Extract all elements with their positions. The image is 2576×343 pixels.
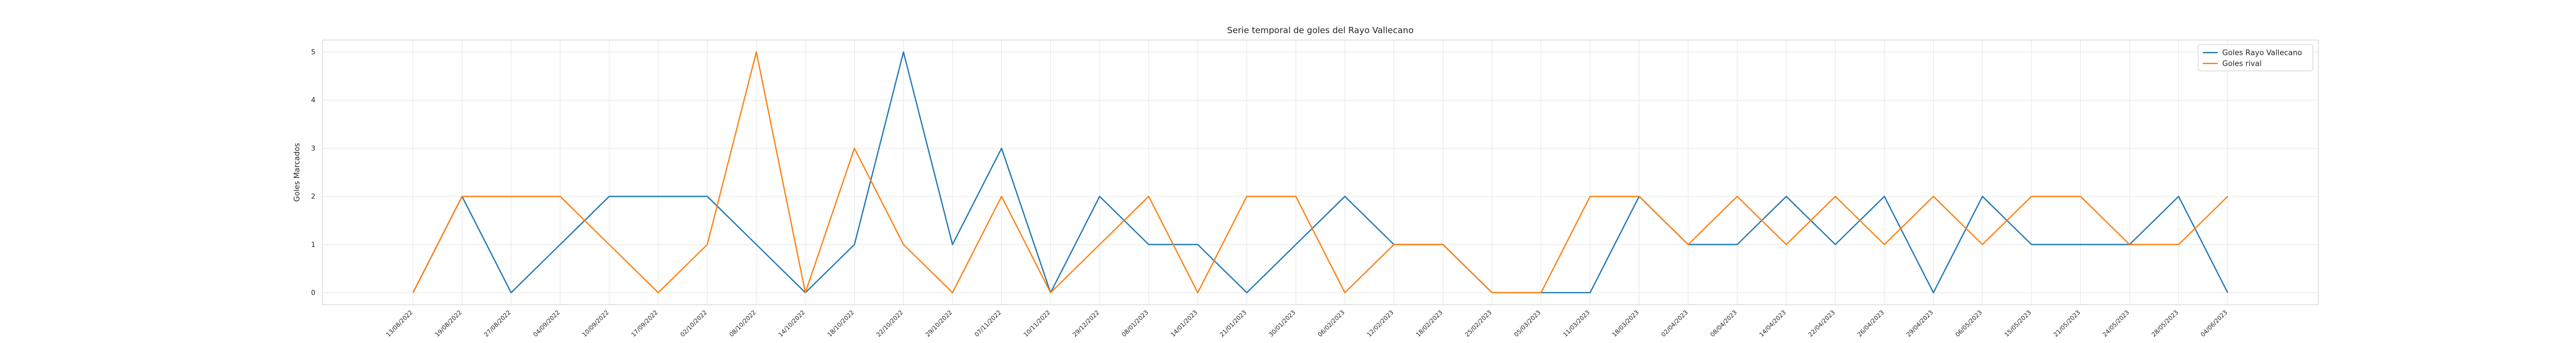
y-tick-label: 1 (311, 241, 315, 249)
legend: Goles Rayo Vallecano Goles rival (2198, 44, 2313, 71)
chart-title: Serie temporal de goles del Rayo Valleca… (1227, 25, 1414, 35)
y-tick-label: 3 (311, 144, 315, 152)
y-tick-label: 5 (311, 48, 315, 56)
y-axis-ticks: 0 1 2 3 4 5 (311, 48, 315, 297)
plot-frame (322, 39, 2319, 305)
series-line-1 (412, 51, 2229, 294)
legend-label-2: Goles rival (2222, 60, 2262, 69)
legend-label-1: Goles Rayo Vallecano (2222, 49, 2302, 58)
y-tick-label: 4 (311, 96, 315, 104)
y-tick-label: 2 (311, 193, 315, 201)
series-line-2 (412, 51, 2229, 294)
grid (322, 40, 2318, 305)
y-tick-label: 0 (311, 289, 315, 297)
series-lines (412, 51, 2229, 294)
legend-box (2198, 44, 2313, 71)
y-axis-label: Goles Marcados (293, 143, 302, 202)
